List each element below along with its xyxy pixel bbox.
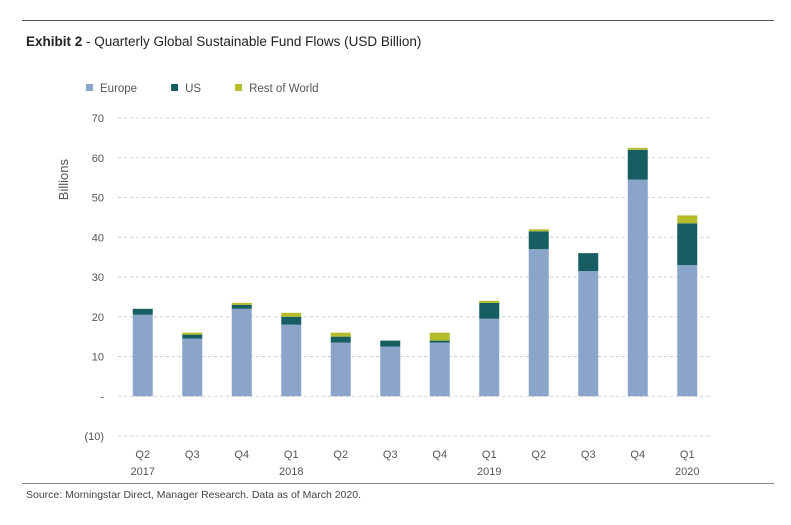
x-tick-label: Q3 [581, 449, 596, 461]
legend-label: US [185, 83, 201, 95]
top-rule [22, 20, 774, 21]
title-text: - Quarterly Global Sustainable Fund Flow… [82, 34, 422, 49]
chart-title: Exhibit 2 - Quarterly Global Sustainable… [26, 34, 421, 49]
bar-rest-of-world [330, 332, 351, 337]
bar-europe [479, 318, 500, 397]
x-tick-year: 2017 [131, 466, 155, 478]
bar-europe [578, 271, 599, 397]
bar-rest-of-world [182, 332, 203, 335]
bar-us [578, 253, 599, 272]
bar-us [330, 336, 351, 343]
bottom-rule [22, 483, 774, 484]
x-tick-label: Q4 [432, 449, 447, 461]
y-axis-label: Billions [56, 159, 71, 201]
x-tick-label: Q3 [383, 449, 398, 461]
source-note: Source: Morningstar Direct, Manager Rese… [26, 489, 361, 501]
legend-swatch [235, 84, 243, 91]
bar-rest-of-world [429, 332, 450, 341]
bar-us [479, 302, 500, 319]
bar-europe [330, 342, 351, 397]
bar-rest-of-world [281, 312, 302, 317]
legend-swatch [171, 84, 179, 91]
bar-rest-of-world [479, 300, 500, 303]
y-axis: 70 60 50 40 30 20 10 - (10) Billions [56, 113, 104, 443]
x-tick-label: Q4 [630, 449, 645, 461]
bar-us [132, 308, 153, 315]
x-tick-label: Q2 [531, 449, 546, 461]
y-tick-label: 30 [92, 272, 104, 284]
x-axis: Q2 2017 Q3 Q4 Q1 2018 Q2 Q3 Q4 Q1 2019 Q2 Q3 Q4 Q1 2020 [131, 449, 700, 478]
x-tick-label: Q4 [234, 449, 249, 461]
bar-europe [132, 314, 153, 397]
x-tick-year: 2020 [675, 466, 699, 478]
bar-rest-of-world [677, 215, 698, 224]
bar-europe [677, 265, 698, 397]
bar-europe [231, 308, 252, 397]
y-tick-label: 40 [92, 232, 104, 244]
bars [132, 147, 698, 397]
bar-us [380, 340, 401, 347]
bar-us [231, 304, 252, 309]
x-tick-label: Q1 [482, 449, 497, 461]
y-tick-label: 70 [92, 113, 104, 125]
x-tick-label: Q2 [135, 449, 150, 461]
x-tick-label: Q1 [680, 449, 695, 461]
x-tick-label: Q2 [333, 449, 348, 461]
legend-label: Europe [100, 83, 137, 95]
legend: Europe US Rest of World [86, 83, 319, 95]
bar-europe [627, 179, 648, 397]
x-tick-label: Q3 [185, 449, 200, 461]
bar-europe [429, 342, 450, 397]
bar-us [429, 340, 450, 343]
bar-europe [380, 346, 401, 397]
x-tick-year: 2019 [477, 466, 501, 478]
bar-us [281, 316, 302, 325]
bar-us [677, 223, 698, 266]
y-tick-label: 50 [92, 193, 104, 205]
bar-rest-of-world [231, 302, 252, 305]
grid-lines [118, 117, 712, 437]
legend-label: Rest of World [249, 83, 318, 95]
y-tick-label: 60 [92, 153, 104, 165]
y-tick-label: - [100, 391, 104, 403]
x-tick-year: 2018 [279, 466, 303, 478]
y-tick-label: 10 [92, 352, 104, 364]
bar-rest-of-world [528, 229, 549, 232]
bar-us [182, 334, 203, 339]
bar-us [627, 149, 648, 180]
bar-europe [281, 324, 302, 397]
x-tick-label: Q1 [284, 449, 299, 461]
exhibit-label: Exhibit 2 [26, 34, 83, 49]
legend-swatch [86, 84, 93, 91]
bar-europe [182, 338, 203, 397]
bar-europe [528, 249, 549, 397]
bar-rest-of-world [627, 147, 648, 150]
y-tick-label: (10) [84, 431, 104, 443]
y-tick-label: 20 [92, 312, 104, 324]
bar-us [528, 231, 549, 250]
